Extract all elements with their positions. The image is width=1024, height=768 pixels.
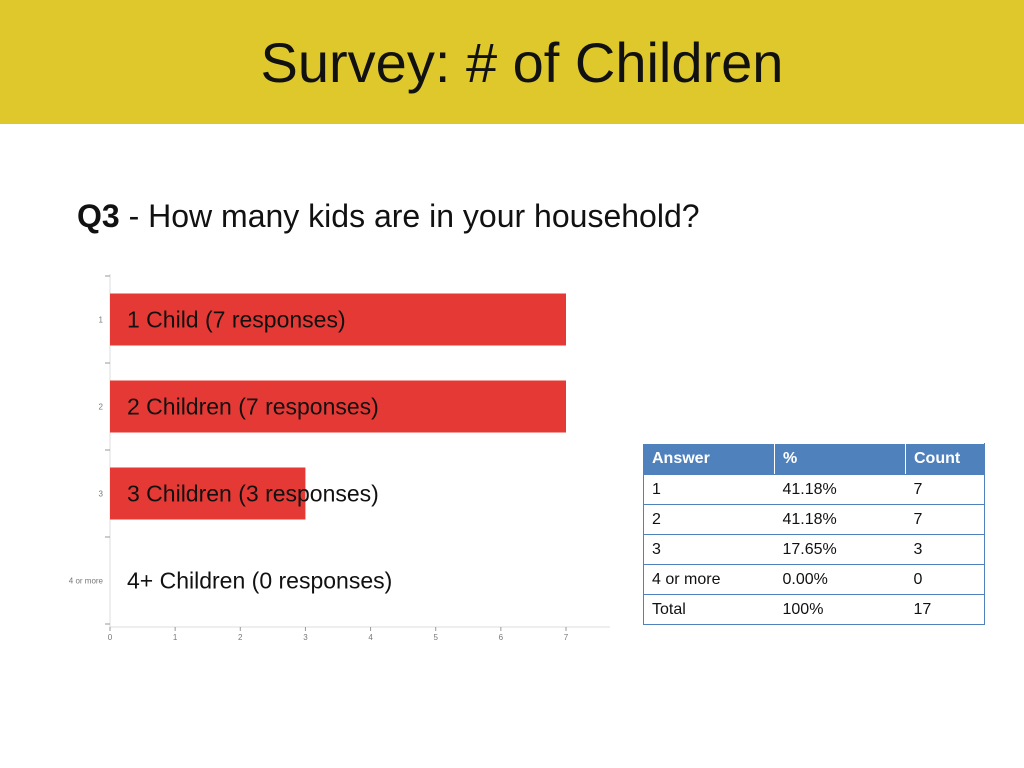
table-cell-count: 3 — [905, 534, 985, 565]
table-header-row: Answer % Count — [643, 443, 985, 475]
table-cell-answer: 2 — [643, 504, 775, 535]
page-title: Survey: # of Children — [260, 31, 784, 94]
table-row: 2 41.18% 7 — [643, 504, 985, 535]
bar-2 — [110, 380, 566, 433]
x-tick-label-1: 1 — [173, 633, 178, 642]
question-line: Q3 - How many kids are in your household… — [77, 198, 700, 235]
table-header-percent: % — [774, 443, 906, 475]
table-cell-percent: 41.18% — [774, 474, 906, 505]
x-tick-label-0: 0 — [108, 633, 113, 642]
table-header-count: Count — [905, 443, 985, 475]
table-cell-count: 7 — [905, 474, 985, 505]
bar-label-3: 3 Children (3 responses) — [127, 481, 379, 507]
x-tick-label-3: 3 — [303, 633, 308, 642]
table-row: 1 41.18% 7 — [643, 474, 985, 505]
table-cell-answer: Total — [643, 594, 775, 625]
bar-chart: 1 Child (7 responses) 1 2 Children (7 resp… — [69, 274, 610, 642]
bar-label-1: 1 Child (7 responses) — [127, 307, 346, 333]
table-cell-percent: 0.00% — [774, 564, 906, 595]
table-header-answer: Answer — [643, 443, 775, 475]
table-cell-percent: 41.18% — [774, 504, 906, 535]
bar-3 — [110, 467, 306, 520]
x-tick-label-5: 5 — [433, 633, 438, 642]
table-cell-count: 0 — [905, 564, 985, 595]
bar-label-2: 2 Children (7 responses) — [127, 394, 379, 420]
table-cell-percent: 100% — [774, 594, 906, 625]
y-tick-label-4: 4 or more — [69, 577, 104, 586]
question-id: Q3 — [77, 198, 120, 234]
table-cell-count: 7 — [905, 504, 985, 535]
title-banner — [0, 0, 1024, 124]
table-cell-count: 17 — [905, 594, 985, 625]
table-cell-answer: 3 — [643, 534, 775, 565]
table-row-total: Total 100% 17 — [643, 594, 985, 625]
question-text: - How many kids are in your household? — [128, 198, 700, 234]
y-tick-label-1: 1 — [99, 316, 104, 325]
x-tick-label-6: 6 — [499, 633, 504, 642]
table-row: 3 17.65% 3 — [643, 534, 985, 565]
x-tick-label-4: 4 — [368, 633, 373, 642]
y-tick-label-3: 3 — [99, 490, 104, 499]
table-row: 4 or more 0.00% 0 — [643, 564, 985, 595]
bar-1 — [110, 293, 566, 346]
x-tick-label-7: 7 — [564, 633, 569, 642]
table-cell-answer: 4 or more — [643, 564, 775, 595]
bar-label-4: 4+ Children (0 responses) — [127, 568, 392, 594]
table-cell-percent: 17.65% — [774, 534, 906, 565]
y-tick-label-2: 2 — [99, 403, 104, 412]
x-tick-label-2: 2 — [238, 633, 243, 642]
table-cell-answer: 1 — [643, 474, 775, 505]
results-table: Answer % Count 1 41.18% 7 2 41.18% 7 3 1… — [643, 443, 985, 625]
